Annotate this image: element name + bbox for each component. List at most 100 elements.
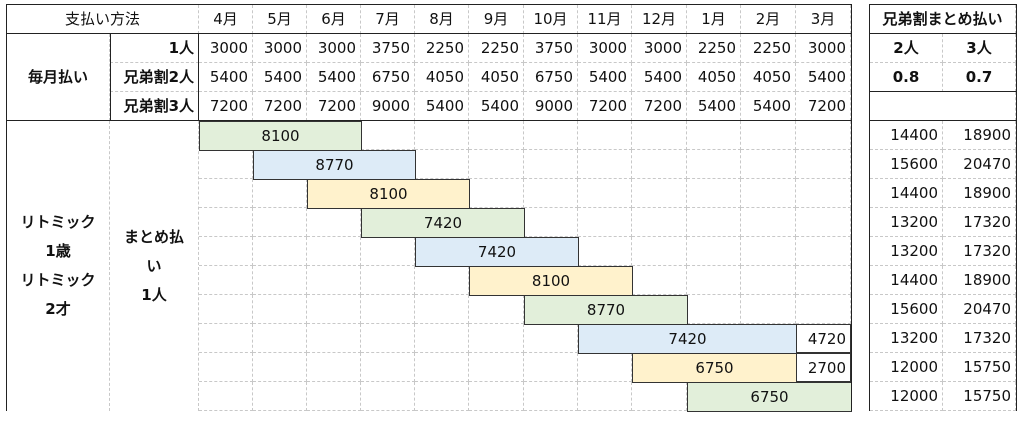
discount-total-2[interactable]: 14400 — [870, 179, 943, 208]
discount-total-2[interactable]: 13200 — [870, 208, 943, 237]
grid-cell — [361, 324, 415, 353]
payment-type-label: まとめ払い 1人 — [110, 121, 199, 411]
discount-total-3[interactable]: 18900 — [943, 179, 1016, 208]
lump-payment-bar[interactable]: 8770 — [253, 150, 416, 180]
grid-cell — [578, 208, 632, 237]
grid-cell — [796, 208, 851, 237]
monthly-fee-cell[interactable]: 5400 — [796, 63, 851, 92]
discount-total-2[interactable]: 15600 — [870, 295, 943, 324]
grid-cell — [741, 208, 796, 237]
monthly-fee-cell[interactable]: 3750 — [524, 34, 578, 63]
header-month: 11月 — [578, 5, 632, 34]
course-label-line: 1歳 — [45, 237, 70, 266]
monthly-fee-cell[interactable]: 3750 — [361, 34, 415, 63]
monthly-fee-cell[interactable]: 2250 — [469, 34, 524, 63]
monthly-fee-cell[interactable]: 5400 — [578, 63, 632, 92]
discount-total-3[interactable]: 15750 — [943, 353, 1016, 382]
discount-total-2[interactable]: 15600 — [870, 150, 943, 179]
monthly-fee-cell[interactable]: 5400 — [687, 92, 741, 121]
lump-payment-bar[interactable]: 8100 — [307, 179, 470, 209]
monthly-fee-cell[interactable]: 7200 — [796, 92, 851, 121]
right-header-bottom-border — [870, 33, 1016, 34]
discount-total-2[interactable]: 13200 — [870, 324, 943, 353]
discount-rate-2[interactable]: 0.8 — [870, 63, 943, 92]
lump-extra-value[interactable]: 4720 — [796, 324, 851, 353]
discount-rate-3[interactable]: 0.7 — [943, 63, 1016, 92]
monthly-fee-cell[interactable]: 7200 — [199, 92, 253, 121]
discount-total-2[interactable]: 14400 — [870, 121, 943, 150]
lump-payment-bar[interactable]: 8100 — [469, 266, 633, 296]
header-month: 7月 — [361, 5, 415, 34]
discount-total-3[interactable]: 18900 — [943, 266, 1016, 295]
grid-cell — [524, 324, 578, 353]
course-label: リトミック 1歳 リトミック 2才 — [7, 121, 110, 411]
discount-total-3[interactable]: 15750 — [943, 382, 1016, 411]
discount-total-3[interactable]: 20470 — [943, 150, 1016, 179]
monthly-fee-cell[interactable]: 5400 — [415, 92, 469, 121]
right-table-right-border — [1016, 4, 1017, 411]
monthly-fee-cell[interactable]: 2250 — [687, 34, 741, 63]
monthly-fee-cell[interactable]: 2250 — [741, 34, 796, 63]
monthly-fee-cell[interactable]: 3000 — [578, 34, 632, 63]
grid-cell — [796, 150, 851, 179]
monthly-fee-cell[interactable]: 4050 — [469, 63, 524, 92]
monthly-fee-cell[interactable]: 6750 — [524, 63, 578, 92]
monthly-fee-cell[interactable]: 7200 — [307, 92, 361, 121]
grid-cell — [253, 179, 307, 208]
monthly-fee-cell[interactable]: 3000 — [253, 34, 307, 63]
monthly-fee-cell[interactable]: 5400 — [199, 63, 253, 92]
grid-cell — [796, 179, 851, 208]
monthly-fee-cell[interactable]: 3000 — [307, 34, 361, 63]
monthly-bottom-border — [7, 120, 851, 121]
discount-total-3[interactable]: 17320 — [943, 324, 1016, 353]
discount-total-3[interactable]: 18900 — [943, 121, 1016, 150]
discount-total-2[interactable]: 12000 — [870, 353, 943, 382]
monthly-fee-cell[interactable]: 9000 — [524, 92, 578, 121]
monthly-fee-cell[interactable]: 2250 — [415, 34, 469, 63]
grid-cell — [415, 121, 469, 150]
right-section-bottom-border — [870, 120, 1016, 121]
monthly-fee-cell[interactable]: 3000 — [796, 34, 851, 63]
monthly-fee-cell[interactable]: 5400 — [253, 63, 307, 92]
monthly-fee-cell[interactable]: 4050 — [415, 63, 469, 92]
grid-cell — [469, 382, 524, 411]
grid-cell — [199, 237, 253, 266]
lump-payment-bar[interactable]: 8100 — [199, 121, 362, 151]
lump-payment-bar[interactable]: 8770 — [524, 295, 688, 325]
monthly-row-label: 兄弟割2人 — [110, 63, 199, 92]
monthly-fee-cell[interactable]: 5400 — [632, 63, 687, 92]
discount-total-3[interactable]: 20470 — [943, 295, 1016, 324]
lump-extra-value[interactable]: 2700 — [796, 353, 851, 382]
monthly-fee-cell[interactable]: 7200 — [253, 92, 307, 121]
monthly-fee-cell[interactable]: 4050 — [687, 63, 741, 92]
lump-payment-bar[interactable]: 7420 — [415, 237, 579, 267]
lump-payment-bar[interactable]: 7420 — [578, 324, 797, 354]
monthly-fee-cell[interactable]: 6750 — [361, 63, 415, 92]
grid-cell — [199, 382, 253, 411]
discount-total-2[interactable]: 14400 — [870, 266, 943, 295]
monthly-fee-cell[interactable]: 3000 — [632, 34, 687, 63]
monthly-fee-cell[interactable]: 5400 — [307, 63, 361, 92]
discount-total-3[interactable]: 17320 — [943, 237, 1016, 266]
monthly-fee-cell[interactable]: 4050 — [741, 63, 796, 92]
monthly-fee-cell[interactable]: 7200 — [632, 92, 687, 121]
monthly-fee-cell[interactable]: 5400 — [469, 92, 524, 121]
grid-cell — [415, 324, 469, 353]
monthly-fee-cell[interactable]: 9000 — [361, 92, 415, 121]
discount-title: 兄弟割まとめ払い — [870, 5, 1016, 34]
monthly-fee-cell[interactable]: 7200 — [578, 92, 632, 121]
lump-payment-bar[interactable]: 6750 — [632, 353, 797, 383]
grid-cell — [632, 150, 687, 179]
right-table-left-border — [869, 4, 870, 411]
lump-payment-bar[interactable]: 6750 — [687, 382, 852, 412]
discount-total-2[interactable]: 13200 — [870, 237, 943, 266]
grid-cell — [632, 237, 687, 266]
monthly-fee-cell[interactable]: 3000 — [199, 34, 253, 63]
discount-total-3[interactable]: 17320 — [943, 208, 1016, 237]
grid-cell — [524, 179, 578, 208]
grid-cell — [253, 295, 307, 324]
monthly-fee-cell[interactable]: 5400 — [741, 92, 796, 121]
grid-cell — [469, 324, 524, 353]
lump-payment-bar[interactable]: 7420 — [361, 208, 525, 238]
discount-total-2[interactable]: 12000 — [870, 382, 943, 411]
